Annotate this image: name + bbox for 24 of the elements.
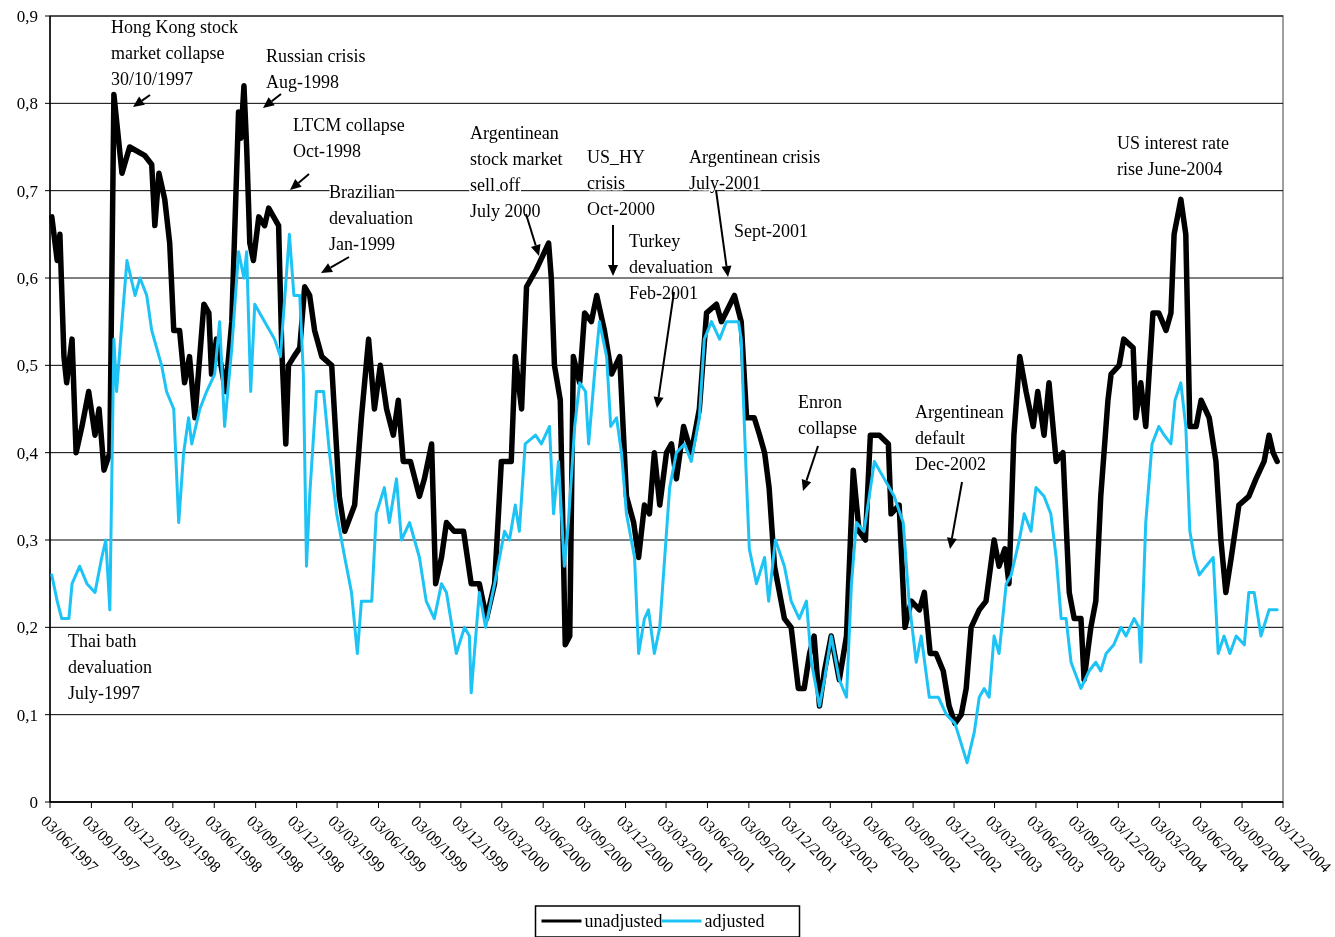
y-tick-label: 0,7 xyxy=(16,181,39,201)
y-tick-label: 0,1 xyxy=(16,705,38,725)
legend-label: adjusted xyxy=(704,911,765,932)
y-tick-label: 0,4 xyxy=(16,443,39,463)
annotation: Sept-2001 xyxy=(734,221,808,241)
y-tick-label: 0,3 xyxy=(16,530,38,550)
annotation: Turkey devaluation Feb-2001 xyxy=(629,231,713,303)
y-tick-label: 0,6 xyxy=(16,268,38,288)
y-tick-label: 0,2 xyxy=(16,618,38,638)
annotation: Enron collapse xyxy=(798,392,857,438)
legend-label: unadjusted xyxy=(584,911,663,932)
annotation: Thai bath devaluation July-1997 xyxy=(68,631,152,703)
annotation: Argentinean default Dec-2002 xyxy=(915,402,1004,474)
y-tick-label: 0 xyxy=(29,792,38,812)
annotation: Russian crisis Aug-1998 xyxy=(266,46,366,92)
annotation: Argentinean crisis July-2001 xyxy=(689,147,821,193)
y-tick-label: 0,5 xyxy=(16,356,38,376)
y-tick-label: 0,8 xyxy=(16,94,38,114)
y-tick-label: 0,9 xyxy=(16,6,38,26)
annotation: US_HY crisis Oct-2000 xyxy=(587,147,655,219)
annotation: US interest rate rise June-2004 xyxy=(1117,133,1229,179)
annotation: Hong Kong stock market collapse 30/10/1997 xyxy=(111,17,238,89)
annotation: LTCM collapse Oct-1998 xyxy=(293,115,405,161)
annotation: Argentinean stock market sell off July 2000 xyxy=(470,123,563,221)
